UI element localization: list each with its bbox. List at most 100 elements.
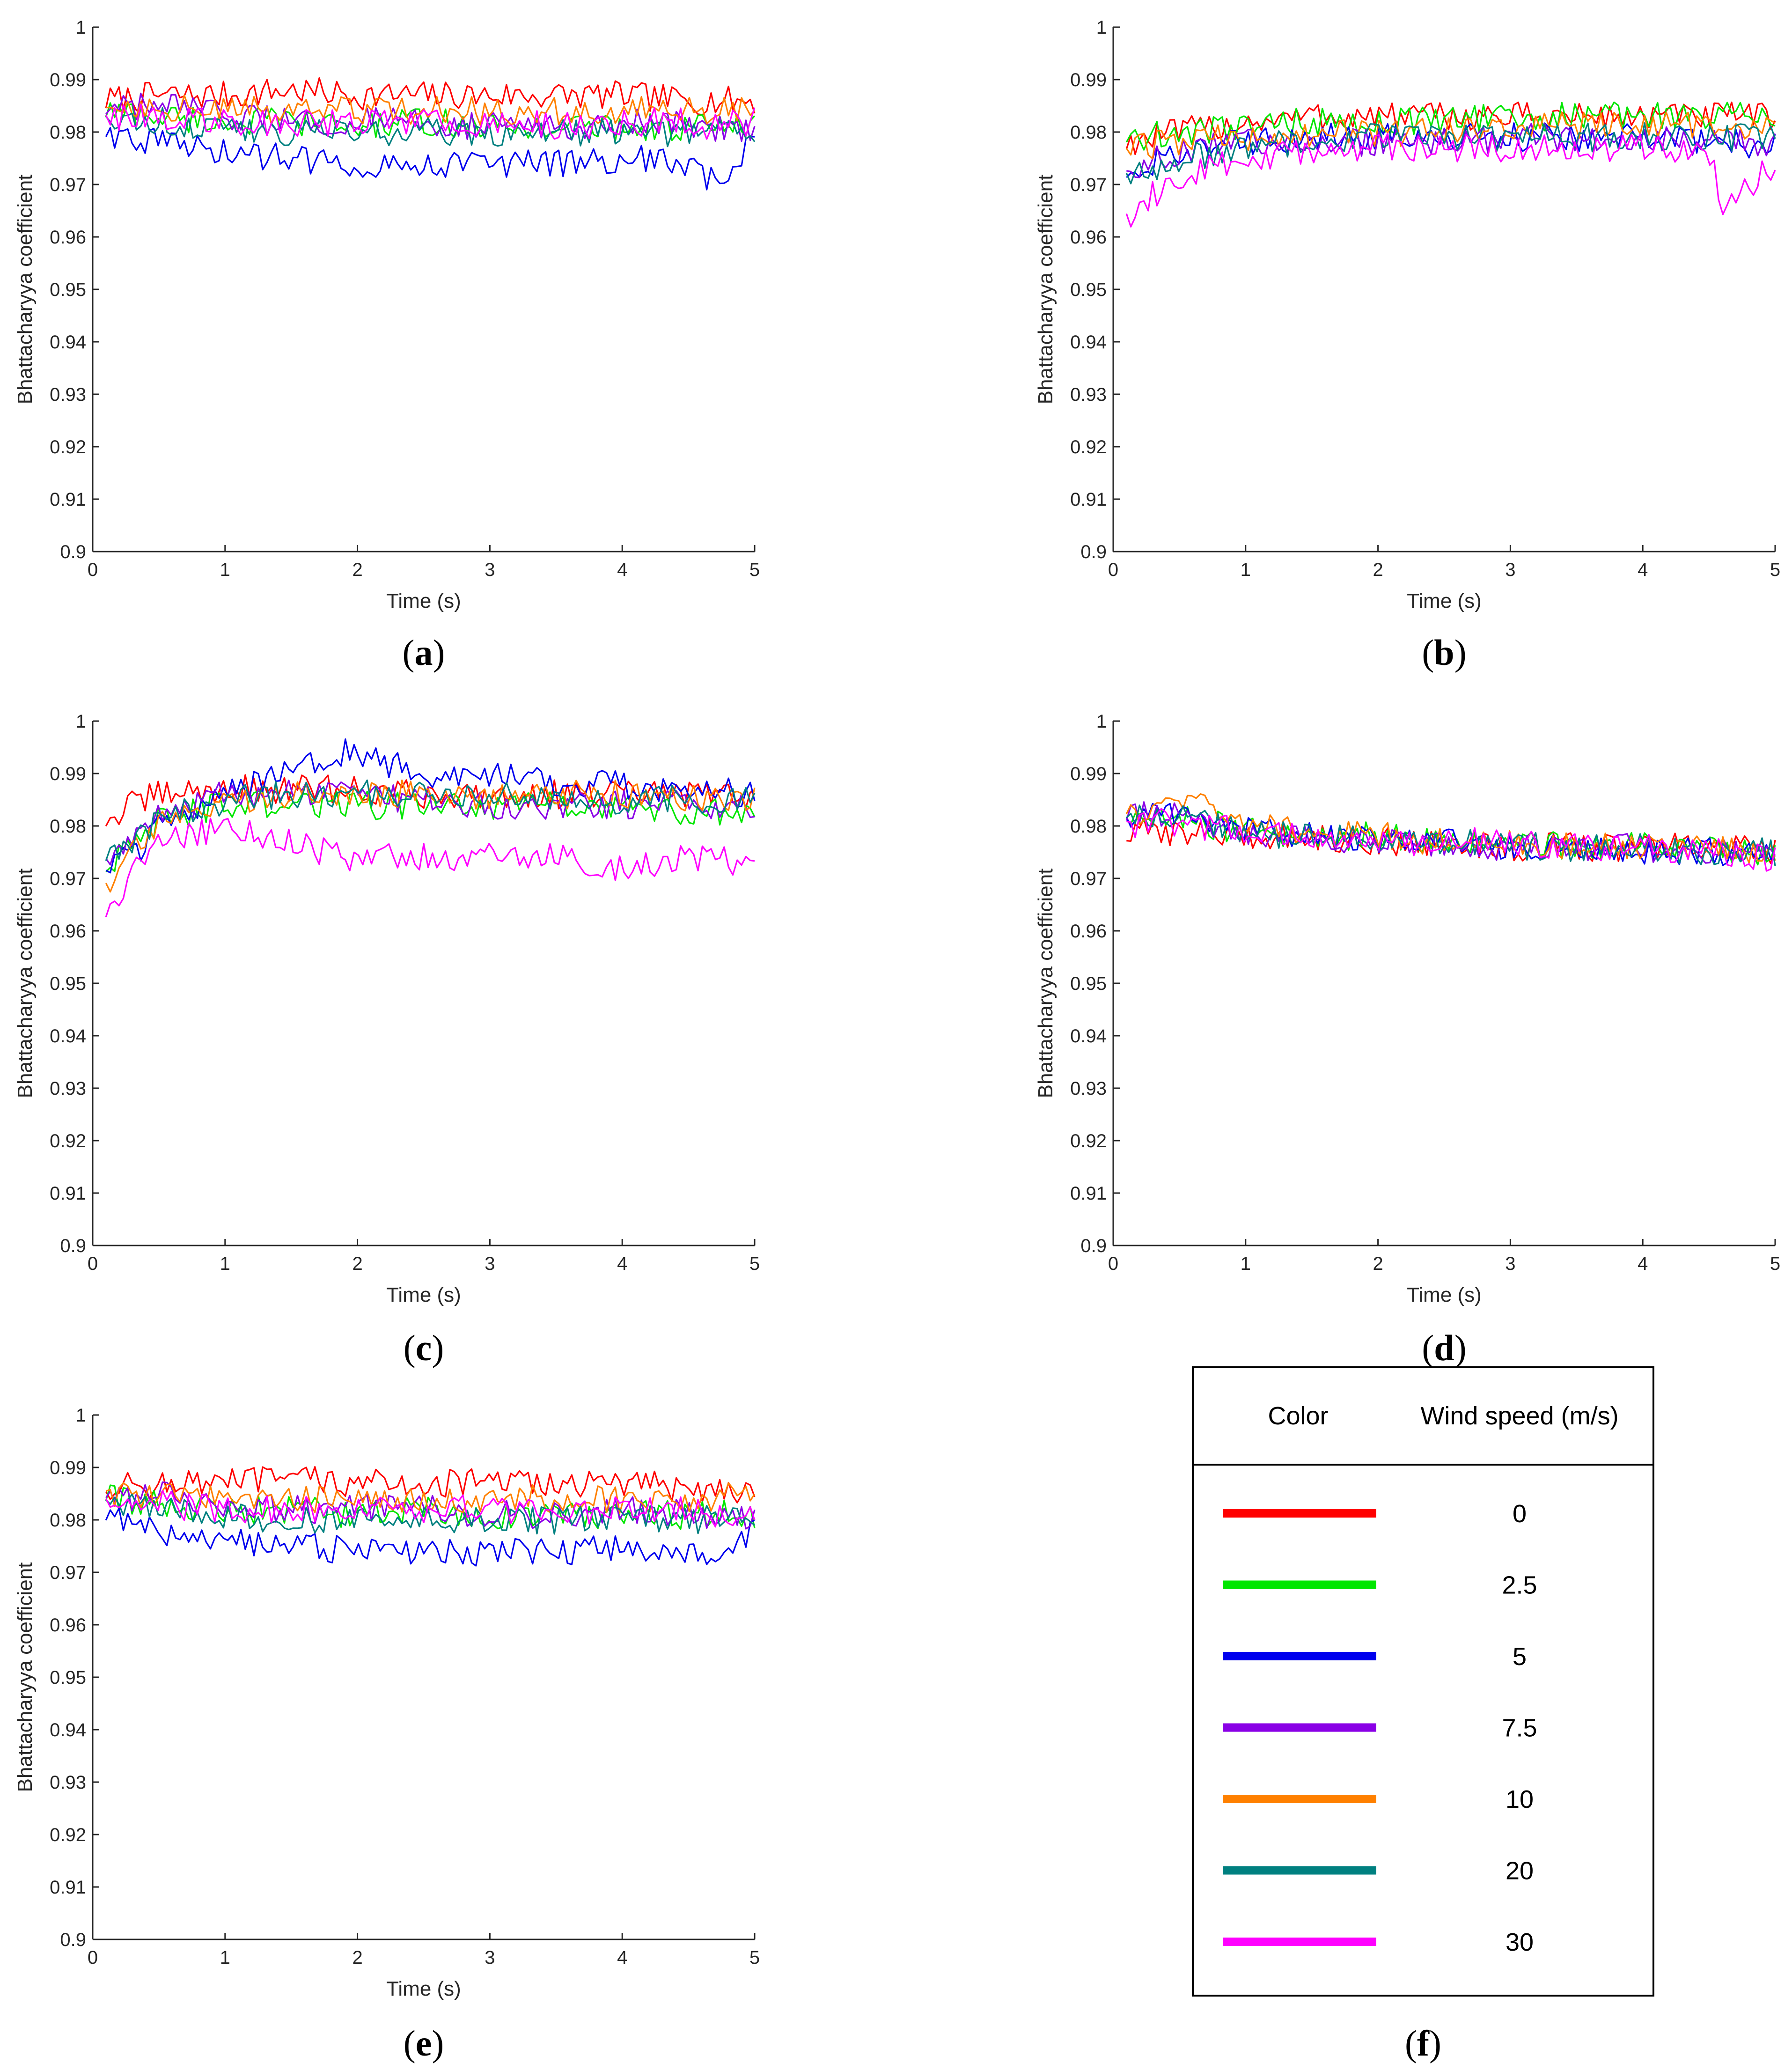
y-tick-label: 0.93 [50,384,86,405]
x-tick-label: 3 [1505,560,1515,580]
panel-label: (e) [404,2023,444,2064]
x-tick-label: 0 [88,560,98,580]
y-tick-label: 1 [1096,17,1107,38]
y-tick-label: 0.96 [1070,227,1107,248]
y-tick-label: 0.98 [50,122,86,143]
legend-value: 5 [1513,1643,1527,1671]
series-line [105,127,755,191]
y-tick-label: 0.99 [50,1458,86,1478]
y-axis-label: Bhattacharyya coefficient [14,175,37,405]
y-tick-label: 0.91 [50,489,86,510]
legend-value: 0 [1513,1500,1527,1528]
y-tick-label: 0.99 [50,764,86,784]
x-tick-label: 4 [617,1253,627,1274]
x-tick-label: 4 [617,1947,627,1968]
chart-a: 0.9 0.91 0.92 0.93 0.94 0.95 0.96 0.97 0.98 0.99 1… [14,17,760,673]
y-tick-label: 0.91 [1070,489,1107,510]
series-line [105,818,755,917]
panel-label: (c) [404,1327,444,1368]
y-tick-label: 0.93 [1070,384,1107,405]
y-tick-label: 0.98 [1070,122,1107,143]
y-tick-label: 0.95 [50,973,86,994]
panel-label: (b) [1422,632,1466,673]
x-tick-label: 2 [1373,1253,1383,1274]
y-tick-label: 0.94 [50,1720,86,1740]
y-tick-label: 1 [76,17,86,38]
y-tick-label: 0.97 [50,175,86,195]
legend-value: 10 [1506,1785,1534,1813]
chart-e: 0.9 0.91 0.92 0.93 0.94 0.95 0.96 0.97 0.98 0.99 1… [14,1405,760,2064]
y-axis-label: Bhattacharyya coefficient [1034,869,1057,1098]
series-line [105,1466,756,1504]
x-tick-label: 3 [485,1253,495,1274]
x-tick-label: 1 [1241,560,1251,580]
x-axis-label: Time (s) [386,1977,461,2000]
x-tick-label: 5 [749,560,760,580]
x-tick-label: 0 [88,1253,98,1274]
y-tick-label: 0.95 [50,280,86,300]
x-tick-label: 2 [352,1947,362,1968]
y-tick-label: 0.98 [1070,816,1107,837]
y-tick-label: 0.9 [1080,542,1107,562]
y-tick-label: 0.91 [50,1877,86,1898]
x-tick-label: 1 [220,560,230,580]
y-tick-label: 0.91 [50,1183,86,1204]
panel-label: (f) [1405,2023,1441,2064]
series-line [105,779,756,861]
x-axis-label: Time (s) [386,590,461,612]
y-tick-label: 1 [76,711,86,732]
y-tick-label: 1 [76,1405,86,1426]
y-tick-label: 0.96 [50,227,86,248]
y-axis-label: Bhattacharyya coefficient [14,1562,37,1792]
y-tick-label: 0.92 [1070,1131,1107,1151]
y-tick-label: 0.97 [1070,869,1107,889]
y-tick-label: 0.96 [1070,921,1107,942]
legend-value: 20 [1506,1857,1534,1885]
y-tick-label: 0.95 [1070,973,1107,994]
x-tick-label: 4 [1638,560,1648,580]
x-tick-label: 5 [1770,1253,1780,1274]
x-tick-label: 2 [352,560,362,580]
x-tick-label: 0 [1108,560,1118,580]
x-tick-label: 2 [1373,560,1383,580]
y-tick-label: 0.93 [50,1772,86,1793]
y-tick-label: 0.97 [50,869,86,889]
legend-value: 7.5 [1502,1714,1537,1742]
y-tick-label: 0.99 [1070,764,1107,784]
legend-value: 30 [1506,1928,1534,1956]
series-line [1126,123,1776,178]
x-tick-label: 0 [88,1947,98,1968]
y-tick-label: 0.97 [50,1562,86,1583]
series-line [1126,808,1776,872]
chart-c: 0.9 0.91 0.92 0.93 0.94 0.95 0.96 0.97 0.98 0.99 1… [14,711,760,1368]
y-tick-label: 0.9 [1080,1236,1107,1256]
y-tick-label: 0.94 [1070,332,1107,353]
y-tick-label: 0.92 [50,437,86,457]
series-line [1125,122,1776,184]
panel-label: (a) [403,632,445,673]
series-line [1125,133,1776,228]
x-tick-label: 4 [617,560,627,580]
y-tick-label: 0.94 [50,1026,86,1047]
x-tick-label: 2 [352,1253,362,1274]
y-tick-label: 0.94 [1070,1026,1107,1047]
x-tick-label: 0 [1108,1253,1118,1274]
y-tick-label: 0.93 [50,1078,86,1099]
y-tick-label: 0.9 [60,1930,86,1950]
x-tick-label: 1 [1241,1253,1251,1274]
y-tick-label: 0.99 [50,70,86,90]
y-tick-label: 0.9 [60,542,86,562]
legend-header-color: Color [1268,1402,1328,1430]
legend-box [1192,1366,1654,1997]
y-tick-label: 0.95 [50,1667,86,1688]
panel-label: (d) [1422,1327,1466,1368]
legend: Color Wind speed (m/s) 0 2.5 5 7.5 10 20 30 (f) [1192,1366,1654,2064]
x-tick-label: 4 [1638,1253,1648,1274]
y-tick-label: 0.9 [60,1236,86,1256]
y-axis-label: Bhattacharyya coefficient [14,869,37,1098]
y-tick-label: 0.92 [1070,437,1107,457]
y-axis-label: Bhattacharyya coefficient [1034,175,1057,405]
y-tick-label: 0.94 [50,332,86,353]
x-axis-label: Time (s) [386,1283,461,1306]
